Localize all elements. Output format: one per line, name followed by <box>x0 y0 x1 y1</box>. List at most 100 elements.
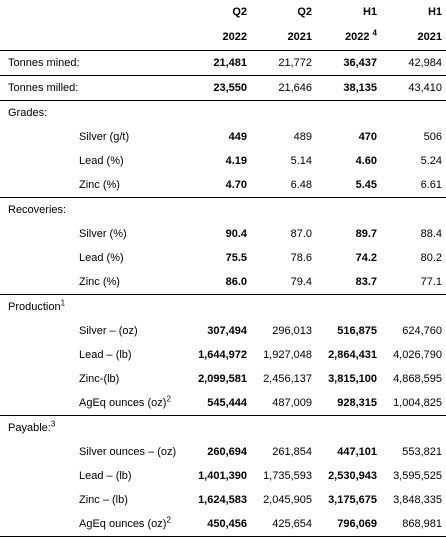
table-row: Lead (%) 75.5 78.6 74.2 80.2 <box>0 246 446 270</box>
cell-value: 5.24 <box>420 155 442 167</box>
cell-value: 4.19 <box>225 155 247 167</box>
cell-value: 516,875 <box>337 325 377 337</box>
table-row: Silver (g/t) 449 489 470 506 <box>0 125 446 149</box>
row-label: Lead (%) <box>79 155 124 167</box>
cell-value: 4.60 <box>355 155 377 167</box>
row-label-text: AgEq ounces (oz) <box>79 518 167 530</box>
cell-value: 796,069 <box>316 512 381 537</box>
table-row: Lead – (lb) 1,644,972 1,927,048 2,864,43… <box>0 343 446 367</box>
cell-value: 80.2 <box>420 252 442 264</box>
header-col-2: Q2 <box>297 6 312 18</box>
cell-value: 1,644,972 <box>198 349 247 361</box>
cell-value: 2,456,137 <box>263 373 312 385</box>
cell-value: 3,848,335 <box>393 494 442 506</box>
cell-value: 425,654 <box>251 512 316 537</box>
header-year-3-footnote: 4 <box>372 28 377 38</box>
cell-value: 307,494 <box>207 325 247 337</box>
cell-value: 38,135 <box>316 75 381 101</box>
row-label-footnote: 2 <box>166 394 171 404</box>
section-title-footnote: 3 <box>50 419 56 429</box>
table-row: AgEq ounces (oz)2 545,444 487,009 928,31… <box>0 391 446 416</box>
table-row: Zinc-(lb) 2,099,581 2,456,137 3,815,100 … <box>0 367 446 391</box>
cell-value: 6.48 <box>251 173 316 198</box>
header-row-period: Q2 Q2 H1 H1 <box>0 0 446 25</box>
cell-value: 4,026,790 <box>393 349 442 361</box>
cell-value: 489 <box>293 131 312 143</box>
cell-value: 447,101 <box>337 446 377 458</box>
row-label: Zinc-(lb) <box>79 373 120 385</box>
header-year-1: 2022 <box>186 25 251 51</box>
row-label-text: AgEq ounces (oz) <box>79 397 167 409</box>
cell-value: 470 <box>358 131 377 143</box>
cell-value: 2,045,905 <box>263 494 312 506</box>
cell-value: 3,175,675 <box>328 494 377 506</box>
cell-value: 868,981 <box>381 512 446 537</box>
cell-value: 77.1 <box>381 270 446 295</box>
cell-value: 86.0 <box>186 270 251 295</box>
cell-value: 4.70 <box>186 173 251 198</box>
cell-value: 928,315 <box>316 391 381 416</box>
cell-value: 90.4 <box>225 228 247 240</box>
cell-value: 553,821 <box>402 446 442 458</box>
header-blank <box>0 0 186 25</box>
row-label: AgEq ounces (oz)2 <box>0 391 186 416</box>
table-row: Silver (%) 90.4 87.0 89.7 88.4 <box>0 222 446 246</box>
table-row: Zinc (%) 4.70 6.48 5.45 6.61 <box>0 173 446 198</box>
section-title: Grades: <box>8 107 48 119</box>
section-title-footnote: 1 <box>60 298 66 308</box>
cell-value: 21,646 <box>251 75 316 101</box>
row-label: Zinc – (lb) <box>79 494 128 506</box>
header-year-3: 2022 4 <box>316 25 381 51</box>
cell-value: 1,004,825 <box>381 391 446 416</box>
cell-value: 1,624,583 <box>198 494 247 506</box>
table-row: Lead (%) 4.19 5.14 4.60 5.24 <box>0 149 446 173</box>
cell-value: 2,864,431 <box>328 349 377 361</box>
row-label: Silver (%) <box>79 228 127 240</box>
row-label: Tonnes mined: <box>0 50 186 76</box>
cell-value: 3,815,100 <box>328 373 377 385</box>
section-grades-title: Grades: <box>0 101 446 126</box>
cell-value: 506 <box>423 131 442 143</box>
cell-value: 1,401,390 <box>198 470 247 482</box>
cell-value: 2,530,943 <box>328 470 377 482</box>
cell-value: 23,550 <box>186 75 251 101</box>
cell-value: 5.45 <box>316 173 381 198</box>
header-row-year: 2022 2021 2022 4 2021 <box>0 25 446 51</box>
section-title-text: Production <box>8 301 61 313</box>
cell-value: 43,410 <box>381 75 446 101</box>
cell-value: 78.6 <box>290 252 312 264</box>
row-label: Silver – (oz) <box>79 325 138 337</box>
cell-value: 83.7 <box>316 270 381 295</box>
section-payable-title: Payable:3 <box>0 416 446 441</box>
header-year-3-text: 2022 <box>345 31 370 43</box>
cell-value: 75.5 <box>225 252 247 264</box>
row-label: Lead – (lb) <box>79 470 132 482</box>
row-label: Zinc (%) <box>0 270 186 295</box>
cell-value: 21,481 <box>186 50 251 76</box>
section-title: Payable:3 <box>0 416 186 441</box>
cell-value: 487,009 <box>251 391 316 416</box>
row-label: Silver (g/t) <box>79 131 130 143</box>
cell-value: 261,854 <box>272 446 312 458</box>
cell-value: 2,099,581 <box>198 373 247 385</box>
row-label: Lead (%) <box>79 252 124 264</box>
header-col-3: H1 <box>362 6 377 18</box>
row-tonnes-milled: Tonnes milled: 23,550 21,646 38,135 43,4… <box>0 75 446 101</box>
cell-value: 88.4 <box>420 228 442 240</box>
cell-value: 36,437 <box>316 50 381 76</box>
header-col-1: Q2 <box>232 6 247 18</box>
cell-value: 21,772 <box>251 50 316 76</box>
row-label: Tonnes milled: <box>0 75 186 101</box>
table-row: Silver – (oz) 307,494 296,013 516,875 62… <box>0 319 446 343</box>
table-row: AgEq ounces (oz)2 450,456 425,654 796,06… <box>0 512 446 537</box>
cell-value: 89.7 <box>355 228 377 240</box>
cell-value: 296,013 <box>272 325 312 337</box>
row-label-footnote: 2 <box>166 515 171 525</box>
cell-value: 624,760 <box>402 325 442 337</box>
cell-value: 74.2 <box>355 252 377 264</box>
cell-value: 6.61 <box>381 173 446 198</box>
cell-value: 1,735,593 <box>263 470 312 482</box>
table-row: Silver ounces – (oz) 260,694 261,854 447… <box>0 440 446 464</box>
